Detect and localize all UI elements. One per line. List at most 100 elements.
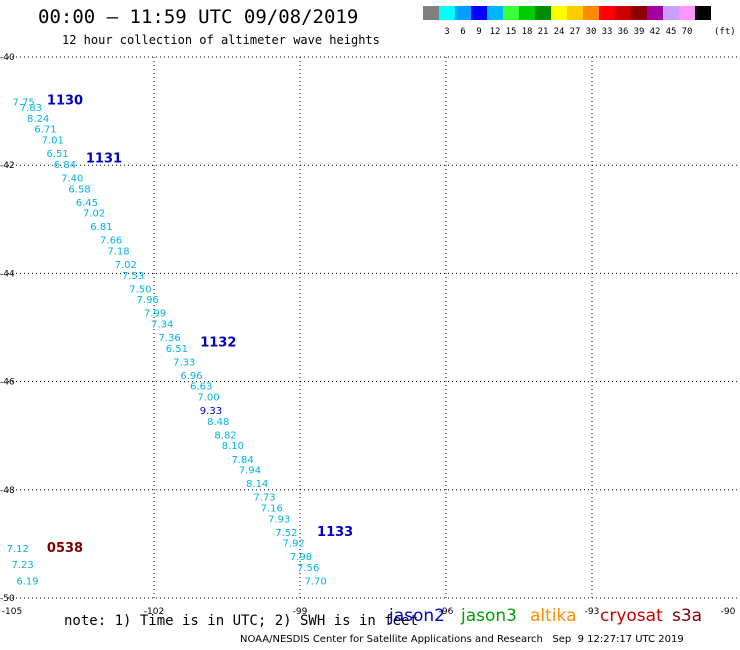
legend-label: 24	[553, 27, 565, 37]
wave-height-value: 8.24	[27, 114, 49, 125]
pass-time-label: 1133	[317, 525, 353, 540]
legend-label: 27	[569, 27, 581, 37]
legend-swatch	[583, 6, 599, 20]
wave-height-value: 6.51	[166, 344, 188, 355]
lat-tick-label: -50	[0, 594, 15, 604]
satellite-label-s3a: s3a	[672, 606, 703, 626]
pass-time-label: 1130	[47, 94, 83, 109]
lon-tick-label: -102	[144, 607, 164, 617]
wave-height-value: 6.58	[68, 184, 90, 195]
legend-swatch	[663, 6, 679, 20]
wave-height-value: 7.36	[158, 333, 180, 344]
legend-label: 45	[665, 27, 677, 37]
lon-tick-label: -99	[293, 607, 308, 617]
wave-height-value: 7.93	[268, 514, 290, 525]
lat-tick-label: -40	[0, 53, 15, 63]
wave-height-value: 8.82	[214, 430, 236, 441]
legend-label: 21	[537, 27, 549, 37]
legend-swatch	[647, 6, 663, 20]
wave-height-value: 6.81	[90, 222, 112, 233]
wave-height-value: 7.70	[304, 576, 326, 587]
wave-height-value: 7.40	[61, 173, 83, 184]
lon-tick-label: -93	[585, 607, 600, 617]
wave-height-value: 7.83	[20, 103, 42, 114]
legend-swatch	[423, 6, 439, 20]
satellite-label-jason2: jason2	[389, 606, 445, 626]
legend-swatch	[695, 6, 711, 20]
wave-height-value: 7.53	[122, 271, 144, 282]
wave-height-value: 7.92	[283, 539, 305, 550]
legend-label: 9	[476, 27, 482, 37]
wave-height-value: 7.73	[253, 493, 275, 504]
legend-swatch	[519, 6, 535, 20]
wave-height-value: 7.16	[261, 503, 283, 514]
wave-height-value: 7.12	[7, 544, 29, 555]
legend-label: 3	[444, 27, 450, 37]
legend-label: 39	[633, 27, 645, 37]
wave-height-value: 6.71	[34, 125, 56, 136]
legend-swatch	[439, 6, 455, 20]
legend-swatch	[551, 6, 567, 20]
wave-height-value: 7.01	[42, 136, 64, 147]
pass-time-label: 1132	[200, 335, 236, 350]
wave-height-value: 7.56	[297, 563, 319, 574]
legend-label: 12	[489, 27, 501, 37]
legend-label: 42	[649, 27, 661, 37]
wave-height-value: 7.18	[107, 246, 129, 257]
satellite-label-cryosat: cryosat	[600, 606, 663, 626]
wave-height-value: 7.84	[231, 455, 253, 466]
satellite-label-altika: altika	[530, 606, 577, 626]
wave-height-value: 7.02	[115, 260, 137, 271]
legend-unit: (ft)	[714, 27, 736, 37]
legend-swatch	[567, 6, 583, 20]
legend-swatch	[615, 6, 631, 20]
wave-height-value: 6.45	[76, 198, 98, 209]
lon-tick-label: -105	[2, 607, 22, 617]
legend-label: 15	[505, 27, 517, 37]
wave-height-value: 7.00	[197, 393, 219, 404]
legend-swatch	[599, 6, 615, 20]
legend-swatch	[503, 6, 519, 20]
wave-height-value: 7.34	[151, 320, 173, 331]
wave-height-value: 7.23	[11, 560, 33, 571]
wave-height-value: 7.75	[12, 98, 34, 109]
wave-height-value: 9.33	[200, 406, 222, 417]
wave-height-value: 7.96	[137, 295, 159, 306]
wave-height-value: 6.63	[190, 382, 212, 393]
legend-swatch	[487, 6, 503, 20]
lat-tick-label: -48	[0, 486, 15, 496]
pass-time-label: 0538	[47, 541, 83, 556]
legend-label: 36	[617, 27, 629, 37]
footer-note: note: 1) Time is in UTC; 2) SWH is in fe…	[64, 613, 419, 629]
lat-tick-label: -46	[0, 378, 15, 388]
wave-height-value: 8.14	[246, 479, 268, 490]
legend-label: 70	[681, 27, 693, 37]
legend-label: 6	[460, 27, 466, 37]
page-title: 00:00 – 11:59 UTC 09/08/2019	[38, 6, 359, 28]
legend-label: 18	[521, 27, 533, 37]
lat-tick-label: -42	[0, 161, 15, 171]
lat-tick-label: -44	[0, 269, 15, 279]
lon-tick-label: -96	[439, 607, 454, 617]
wave-height-value: 7.33	[173, 357, 195, 368]
credit-line: NOAA/NESDIS Center for Satellite Applica…	[240, 634, 684, 645]
page-subtitle: 12 hour collection of altimeter wave hei…	[62, 33, 380, 47]
wave-height-value: 7.50	[129, 284, 151, 295]
wave-height-value: 6.51	[47, 149, 69, 160]
legend-swatch	[535, 6, 551, 20]
satellite-label-jason3: jason3	[461, 606, 517, 626]
legend-swatch	[631, 6, 647, 20]
lon-tick-label: -90	[721, 607, 736, 617]
wave-height-value: 8.10	[222, 441, 244, 452]
wave-height-value: 7.98	[290, 552, 312, 563]
legend-swatch	[679, 6, 695, 20]
wave-height-value: 6.19	[16, 576, 38, 587]
legend-label: 30	[585, 27, 597, 37]
wave-height-value: 7.99	[144, 309, 166, 320]
wave-height-value: 7.02	[83, 209, 105, 220]
wave-height-value: 6.96	[180, 371, 202, 382]
wave-height-value: 7.52	[275, 528, 297, 539]
legend-swatch	[455, 6, 471, 20]
